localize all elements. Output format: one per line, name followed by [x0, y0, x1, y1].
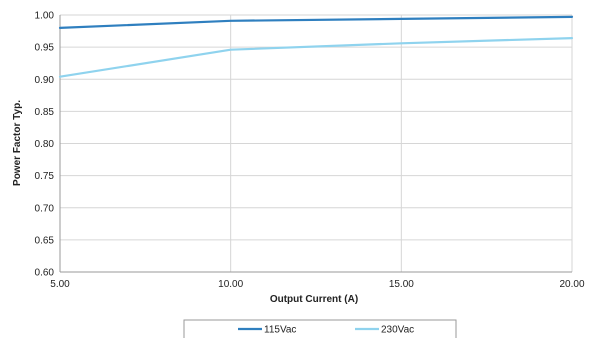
legend-label-230vac: 230Vac — [381, 325, 414, 336]
legend-box — [183, 319, 457, 338]
series-layer — [58, 15, 574, 78]
y-tick-label: 0.80 — [35, 139, 55, 150]
x-tick-label: 10.00 — [218, 279, 243, 290]
x-axis-title: Output Current (A) — [270, 294, 358, 305]
y-tick-label: 0.85 — [35, 107, 55, 118]
x-tick-label: 15.00 — [389, 279, 414, 290]
axis-layer — [59, 15, 572, 273]
y-tick-label: 1.00 — [35, 11, 55, 22]
y-tick-label: 0.60 — [35, 268, 55, 279]
series-line-230vac — [58, 36, 574, 78]
y-tick-label: 0.65 — [35, 235, 55, 246]
x-tick-label: 5.00 — [50, 279, 70, 290]
y-tick-label: 0.95 — [35, 43, 55, 54]
x-tick-label: 20.00 — [559, 279, 584, 290]
y-tick-label: 0.75 — [35, 171, 55, 182]
y-tick-label: 0.90 — [35, 75, 55, 86]
label-layer: 0.60 0.65 0.70 0.75 0.80 0.85 0.90 0.95 1.00 5.00… — [35, 11, 585, 291]
legend-label-115vac: 115Vac — [264, 325, 296, 336]
series-line-115vac — [58, 15, 574, 29]
y-axis-title: Power Factor Typ. — [12, 100, 23, 186]
legend: 115Vac 230Vac — [183, 319, 457, 338]
y-tick-label: 0.70 — [35, 203, 55, 214]
grid-layer — [59, 14, 573, 273]
